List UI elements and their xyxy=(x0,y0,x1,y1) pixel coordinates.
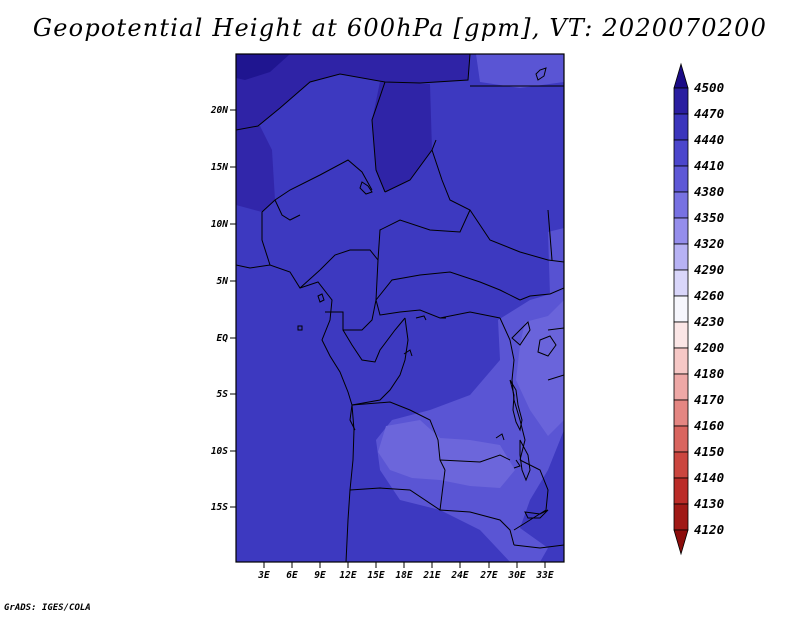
lat-label-15s: 15S xyxy=(211,502,228,513)
light-region-east xyxy=(548,228,564,296)
colorbar-label-4260: 4260 xyxy=(694,288,724,303)
colorbar-label-4130: 4130 xyxy=(694,496,724,511)
colorbar-label-4470: 4470 xyxy=(694,106,724,121)
lighter-region-south xyxy=(378,420,515,488)
colorbar-cell xyxy=(673,191,689,219)
lon-label-6e: 6E xyxy=(286,570,298,581)
colorbar-cell xyxy=(673,477,689,505)
geopotential-fill xyxy=(236,54,564,562)
colorbar-bottom-arrow xyxy=(673,529,689,556)
lat-label-5s: 5S xyxy=(217,389,229,400)
colorbar-label-4140: 4140 xyxy=(694,470,724,485)
lon-label-30e: 30E xyxy=(507,570,525,581)
colorbar-label-4320: 4320 xyxy=(694,236,724,251)
colorbar-label-4290: 4290 xyxy=(694,262,724,277)
lighter-region-east-africa xyxy=(516,300,564,436)
colorbar-label-4180: 4180 xyxy=(694,366,724,381)
dark-region-west-sahel xyxy=(236,126,275,212)
colorbar-cell xyxy=(673,321,689,349)
colorbar-cell xyxy=(673,503,689,531)
dark-region-nw xyxy=(236,54,470,130)
lon-label-21e: 21E xyxy=(422,570,440,581)
credit-text: GrADS: IGES/COLA xyxy=(4,603,91,613)
colorbar-cell xyxy=(673,451,689,479)
lon-label-33e: 33E xyxy=(535,570,553,581)
lon-label-9e: 9E xyxy=(314,570,326,581)
light-region-south xyxy=(376,290,564,562)
colorbar-cell xyxy=(673,425,689,453)
lon-label-12e: 12E xyxy=(339,570,356,581)
lat-axis: 20N 15N 10N 5N EQ 5S 10S 15S xyxy=(210,105,236,513)
colorbar-label-4500: 4500 xyxy=(694,80,724,95)
country-borders xyxy=(236,54,564,562)
colorbar-label-4160: 4160 xyxy=(694,418,724,433)
lat-label-5n: 5N xyxy=(217,276,229,287)
colorbar-cell xyxy=(673,295,689,323)
lat-label-10s: 10S xyxy=(211,446,228,457)
colorbar-cell xyxy=(673,217,689,245)
lon-label-3e: 3E xyxy=(257,570,270,581)
colorbar-top-arrow xyxy=(673,62,689,89)
map-title: Geopotential Height at 600hPa [gpm], VT:… xyxy=(32,14,768,42)
colorbar: 4500 4470 4440 4410 4380 4350 4320 4290 … xyxy=(673,62,724,556)
lat-label-eq: EQ xyxy=(217,333,229,344)
map-frame xyxy=(235,53,565,563)
colorbar-label-4230: 4230 xyxy=(694,314,724,329)
lon-label-24e: 24E xyxy=(450,570,468,581)
lat-label-15n: 15N xyxy=(211,162,228,173)
colorbar-label-4350: 4350 xyxy=(694,210,724,225)
dark-region-north-central xyxy=(372,82,432,192)
colorbar-label-4440: 4440 xyxy=(694,132,724,147)
colorbar-label-4410: 4410 xyxy=(694,158,724,173)
colorbar-label-4380: 4380 xyxy=(694,184,724,199)
colorbar-cells xyxy=(673,62,689,556)
colorbar-label-4150: 4150 xyxy=(694,444,724,459)
colorbar-label-4120: 4120 xyxy=(694,522,724,537)
lon-label-18e: 18E xyxy=(395,570,412,581)
colorbar-cell xyxy=(673,399,689,427)
colorbar-cell xyxy=(673,373,689,401)
light-region-ne xyxy=(476,54,564,88)
lon-label-15e: 15E xyxy=(367,570,384,581)
colorbar-cell xyxy=(673,347,689,375)
colorbar-cell xyxy=(673,113,689,141)
colorbar-cell xyxy=(673,243,689,271)
colorbar-cell xyxy=(673,139,689,167)
colorbar-label-4170: 4170 xyxy=(694,392,724,407)
colorbar-cell xyxy=(673,269,689,297)
colorbar-cell xyxy=(673,87,689,115)
colorbar-cell xyxy=(673,165,689,193)
lat-label-20n: 20N xyxy=(210,105,228,116)
lon-axis: 3E 6E 9E 12E 15E 18E 21E 24E 27E 30E 33E xyxy=(257,562,554,581)
lon-label-27e: 27E xyxy=(479,570,497,581)
lat-label-10n: 10N xyxy=(211,219,228,230)
darkest-corner-nw xyxy=(236,54,290,80)
colorbar-label-4200: 4200 xyxy=(694,340,724,355)
